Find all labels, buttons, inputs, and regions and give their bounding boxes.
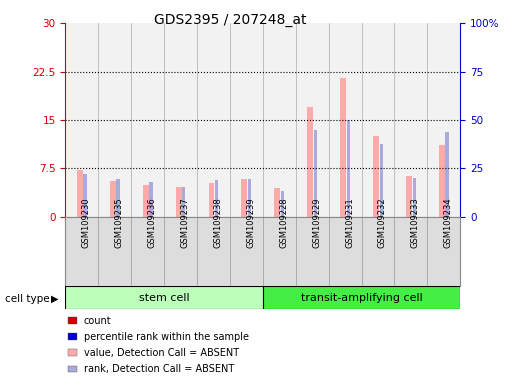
Bar bbox=[439, 144, 445, 217]
Bar bbox=[176, 187, 181, 217]
Text: GSM109236: GSM109236 bbox=[147, 197, 157, 248]
Bar bbox=[65, 23, 98, 217]
Bar bbox=[242, 179, 247, 217]
Text: GSM109234: GSM109234 bbox=[444, 197, 453, 248]
Bar bbox=[446, 132, 449, 217]
Bar bbox=[347, 120, 350, 217]
Text: value, Detection Call = ABSENT: value, Detection Call = ABSENT bbox=[84, 348, 239, 358]
Text: GSM109229: GSM109229 bbox=[312, 197, 321, 248]
Bar bbox=[263, 23, 295, 217]
Text: ▶: ▶ bbox=[51, 294, 59, 304]
Bar bbox=[263, 286, 460, 309]
Text: GSM109239: GSM109239 bbox=[246, 197, 255, 248]
Text: GSM109233: GSM109233 bbox=[411, 197, 420, 248]
Bar bbox=[77, 170, 83, 217]
Bar bbox=[84, 174, 87, 217]
Bar bbox=[215, 180, 219, 217]
Bar bbox=[117, 179, 120, 217]
Bar bbox=[230, 23, 263, 217]
Bar bbox=[380, 144, 383, 217]
Text: count: count bbox=[84, 316, 111, 326]
Text: stem cell: stem cell bbox=[139, 293, 189, 303]
Text: transit-amplifying cell: transit-amplifying cell bbox=[301, 293, 423, 303]
Text: GSM109231: GSM109231 bbox=[345, 197, 354, 248]
Bar bbox=[361, 23, 394, 217]
Bar bbox=[65, 286, 263, 309]
Text: GSM109238: GSM109238 bbox=[213, 197, 222, 248]
Text: cell type: cell type bbox=[5, 294, 50, 304]
Bar bbox=[248, 179, 251, 217]
Bar bbox=[281, 191, 284, 217]
Bar bbox=[307, 107, 313, 217]
Bar bbox=[295, 23, 328, 217]
Bar bbox=[149, 182, 153, 217]
Text: percentile rank within the sample: percentile rank within the sample bbox=[84, 332, 248, 342]
Bar bbox=[182, 187, 186, 217]
Bar bbox=[340, 78, 346, 217]
Text: GSM109232: GSM109232 bbox=[378, 197, 387, 248]
Bar bbox=[427, 23, 460, 217]
Text: GSM109228: GSM109228 bbox=[279, 197, 288, 248]
Bar bbox=[373, 136, 379, 217]
Text: GSM109230: GSM109230 bbox=[82, 197, 91, 248]
Text: GSM109235: GSM109235 bbox=[115, 197, 124, 248]
Bar bbox=[143, 185, 149, 217]
Bar bbox=[413, 178, 416, 217]
Text: rank, Detection Call = ABSENT: rank, Detection Call = ABSENT bbox=[84, 364, 234, 374]
Bar bbox=[394, 23, 427, 217]
Text: GSM109237: GSM109237 bbox=[180, 197, 189, 248]
Bar bbox=[275, 188, 280, 217]
Bar bbox=[197, 23, 230, 217]
Bar bbox=[406, 176, 412, 217]
Bar bbox=[98, 23, 131, 217]
Bar bbox=[131, 23, 164, 217]
Text: GDS2395 / 207248_at: GDS2395 / 207248_at bbox=[154, 13, 306, 27]
Bar bbox=[110, 181, 116, 217]
Bar bbox=[209, 183, 214, 217]
Bar bbox=[314, 130, 317, 217]
Bar bbox=[328, 23, 361, 217]
Bar bbox=[164, 23, 197, 217]
